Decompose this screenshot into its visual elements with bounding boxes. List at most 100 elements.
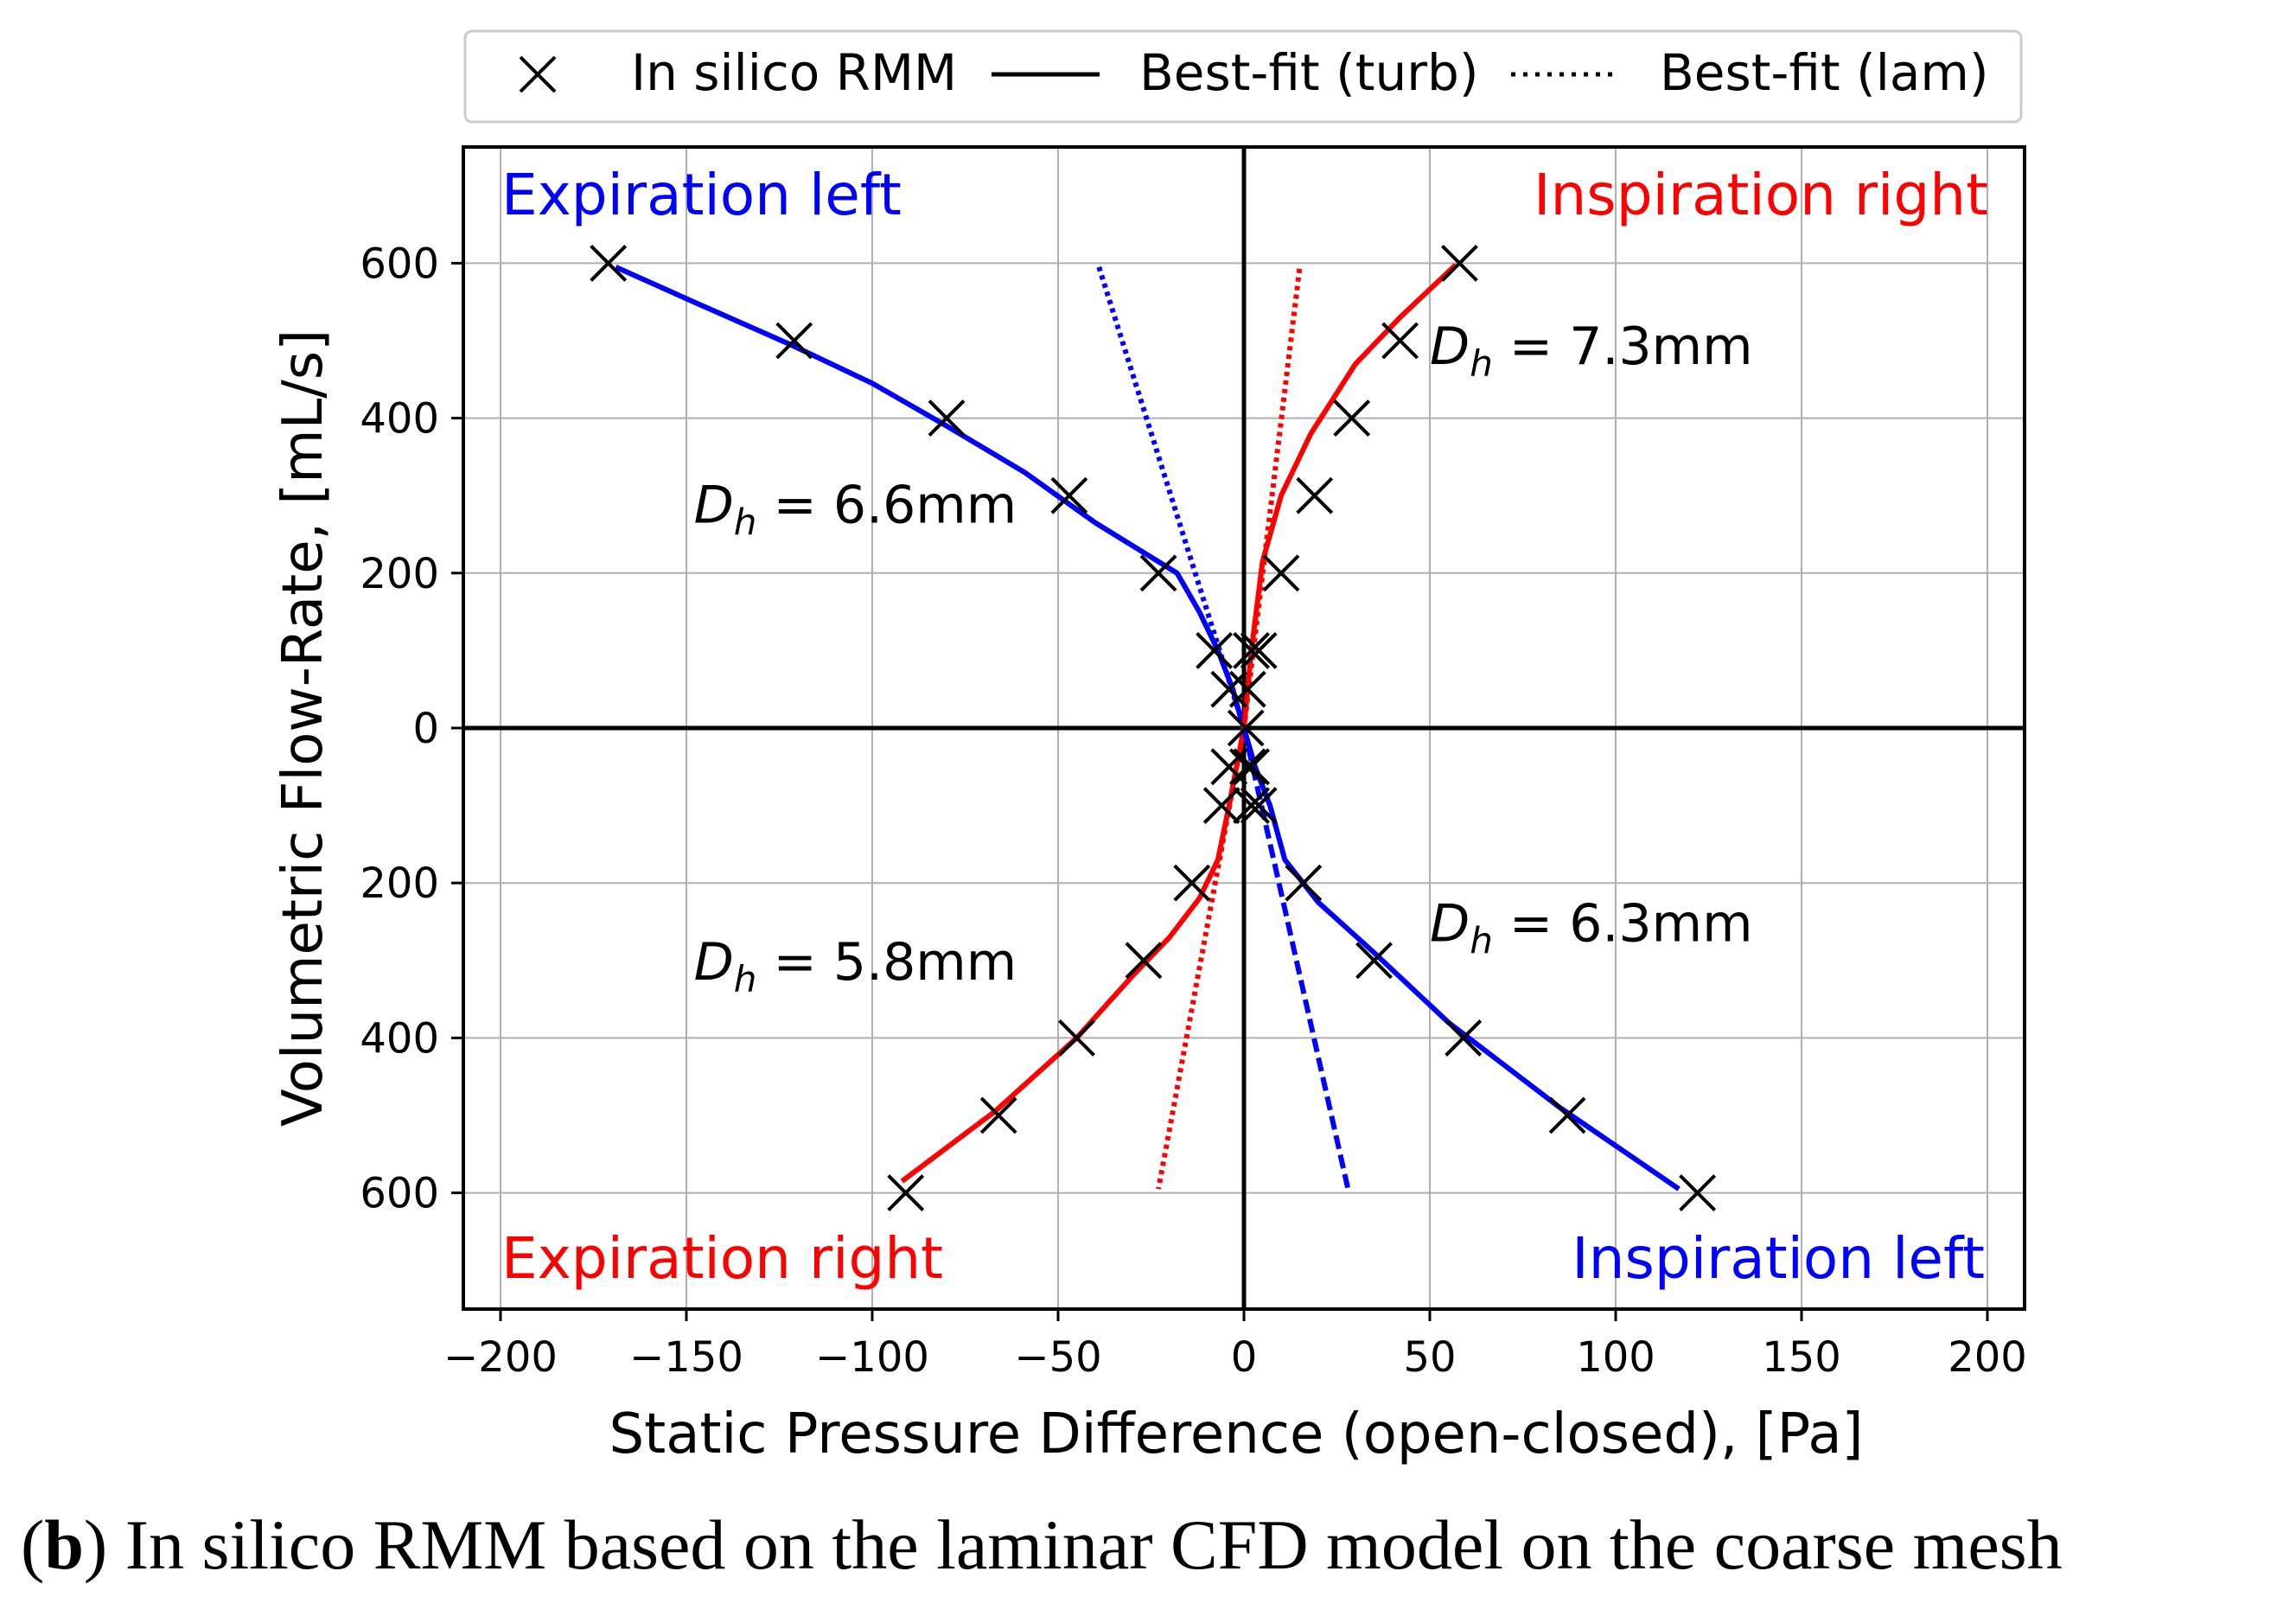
rmm-marker <box>1058 1019 1095 1057</box>
rmm-marker <box>775 322 813 360</box>
rmm-marker <box>1679 1174 1717 1212</box>
rmm-marker-stroke <box>1210 670 1248 708</box>
rmm-marker-stroke <box>1445 1019 1483 1057</box>
rmm-marker <box>1440 244 1478 282</box>
dh-annotation: Dh = 6.3mm <box>1430 893 1753 961</box>
rmm-marker <box>590 244 628 282</box>
rmm-marker-stroke <box>1548 1096 1586 1134</box>
rmm-marker <box>979 1096 1017 1134</box>
y-tick-label: 0 <box>412 705 439 753</box>
rmm-markers <box>590 244 1717 1212</box>
dh-symbol: D <box>1430 893 1470 954</box>
rmm-marker-stroke <box>1240 631 1278 669</box>
dh-annotation: Dh = 5.8mm <box>694 932 1017 1000</box>
rmm-marker-stroke <box>1262 554 1300 592</box>
y-tick-label: 600 <box>360 1170 439 1218</box>
x-tick-label: −150 <box>629 1333 743 1382</box>
rmm-marker <box>1196 631 1234 669</box>
label-expiration-left: Expiration left <box>501 162 902 228</box>
dh-value: = 7.3mm <box>1493 316 1753 377</box>
dh-symbol: D <box>1430 316 1470 377</box>
rmm-marker-stroke <box>1050 476 1088 514</box>
dh-subscript: h <box>734 501 757 544</box>
rmm-marker-stroke <box>1196 631 1234 669</box>
rmm-marker <box>1285 864 1323 902</box>
dh-annotation: Dh = 6.6mm <box>694 476 1017 544</box>
rmm-marker-stroke <box>887 1174 925 1212</box>
caption-label: b <box>44 1505 84 1584</box>
rmm-marker-stroke <box>1233 631 1271 669</box>
dh-value: = 5.8mm <box>756 932 1017 993</box>
dh-value: = 6.6mm <box>756 476 1017 536</box>
x-tick-label: 200 <box>1948 1333 2027 1382</box>
rmm-marker <box>1202 787 1240 825</box>
rmm-marker <box>1296 476 1334 514</box>
x-tick-label: 50 <box>1403 1333 1456 1382</box>
legend-box <box>463 29 2023 124</box>
rmm-marker-stroke <box>1355 942 1393 980</box>
x-tick-label: −200 <box>443 1333 558 1382</box>
legend-label-turb: Best-fit (turb) <box>1139 43 1479 102</box>
rmm-marker <box>1233 748 1271 786</box>
dh-annotation: Dh = 7.3mm <box>1430 316 1753 385</box>
rmm-marker <box>1333 399 1371 438</box>
rmm-marker-stroke <box>1440 244 1478 282</box>
rmm-marker-stroke <box>1333 399 1371 438</box>
y-tick-label: 400 <box>360 1014 439 1063</box>
rmm-marker-stroke <box>1679 1174 1717 1212</box>
series-expiration-right-lam <box>1156 727 1247 1190</box>
rmm-marker-stroke <box>775 322 813 360</box>
rmm-marker-stroke <box>1233 748 1271 786</box>
rmm-marker-stroke <box>928 399 966 438</box>
dh-symbol: D <box>694 932 734 993</box>
rmm-marker <box>1173 864 1211 902</box>
rmm-marker <box>1228 670 1266 708</box>
caption-text: ) In silico RMM based on the laminar CFD… <box>83 1505 2063 1584</box>
rmm-marker <box>1233 631 1271 669</box>
rmm-marker-stroke <box>1125 942 1163 980</box>
x-tick-label: −50 <box>1014 1333 1101 1382</box>
dh-value: = 6.3mm <box>1493 893 1753 954</box>
rmm-marker-stroke <box>1228 748 1266 786</box>
x-tick-label: 0 <box>1231 1333 1258 1382</box>
label-inspiration-right: Inspiration right <box>1534 162 1988 228</box>
rmm-marker <box>1210 670 1248 708</box>
y-tick-label: 200 <box>360 550 439 598</box>
rmm-marker <box>1240 787 1278 825</box>
x-axis-label: Static Pressure Difference (open-closed)… <box>609 1402 1863 1466</box>
x-tick-label: 150 <box>1762 1333 1841 1382</box>
figure-caption: (b) In silico RMM based on the laminar C… <box>21 1504 2286 1586</box>
x-tick-label: −100 <box>815 1333 929 1382</box>
legend: In silico RMM Best-fit (turb) Best-fit (… <box>463 29 2023 124</box>
rmm-marker-stroke <box>1285 864 1323 902</box>
legend-label-rmm: In silico RMM <box>631 43 957 102</box>
rmm-marker <box>1445 1019 1483 1057</box>
plot-area: −200 −150 −100 −50 0 50 100 150 200 600 400 200 0 200… <box>360 145 2027 1382</box>
legend-label-lam: Best-fit (lam) <box>1660 43 1988 102</box>
rmm-marker <box>1233 787 1271 825</box>
rmm-marker-stroke <box>1227 709 1265 747</box>
y-tick-label: 400 <box>360 395 439 444</box>
rmm-marker <box>1240 631 1278 669</box>
rmm-marker-stroke <box>1240 787 1278 825</box>
rmm-marker <box>1050 476 1088 514</box>
rmm-marker <box>1228 748 1266 786</box>
legend-marker-x <box>519 55 557 93</box>
rmm-marker <box>928 399 966 438</box>
label-inspiration-left: Inspiration left <box>1572 1225 1985 1292</box>
series-inspiration-right-turb <box>1241 263 1458 729</box>
rmm-marker-stroke <box>1058 1019 1095 1057</box>
rmm-marker-stroke <box>1139 554 1177 592</box>
rmm-marker-stroke <box>1381 322 1419 360</box>
rmm-marker <box>1125 942 1163 980</box>
x-tick-label: 100 <box>1576 1333 1655 1382</box>
dh-subscript: h <box>1470 342 1493 385</box>
rmm-marker-stroke <box>1173 864 1211 902</box>
rmm-marker <box>1262 554 1300 592</box>
rmm-marker-stroke <box>979 1096 1017 1134</box>
rmm-marker <box>1381 322 1419 360</box>
label-expiration-right: Expiration right <box>501 1225 943 1292</box>
rmm-marker <box>1355 942 1393 980</box>
